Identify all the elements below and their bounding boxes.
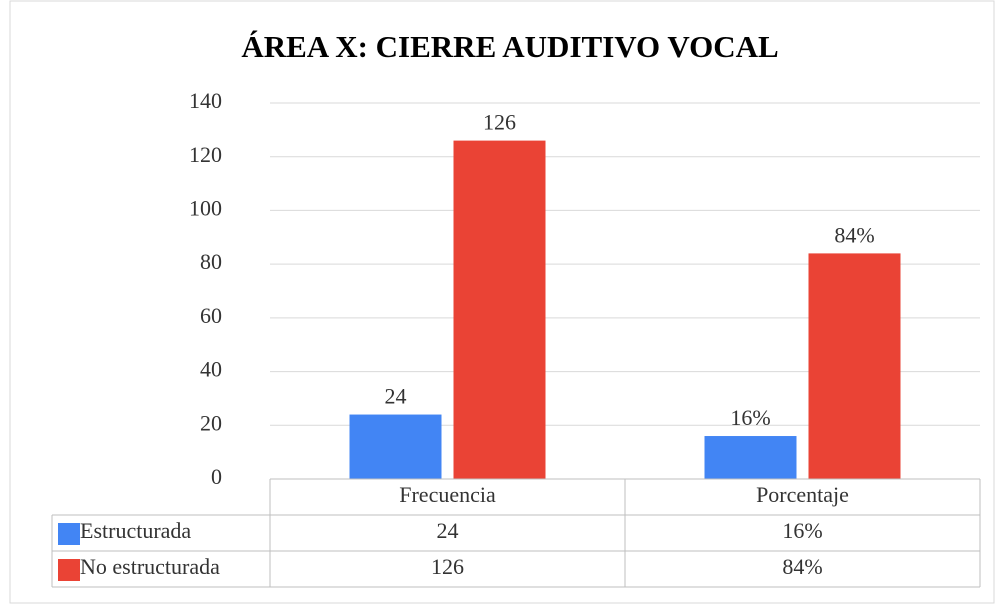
x-tick-label: Porcentaje: [756, 482, 849, 507]
y-tick-label: 100: [189, 195, 222, 220]
table-cell: 84%: [782, 554, 822, 579]
y-tick-label: 140: [189, 88, 222, 113]
y-tick-label: 80: [200, 249, 222, 274]
legend-swatch: [58, 523, 80, 545]
table-cell: 16%: [782, 518, 822, 543]
y-tick-label: 0: [211, 464, 222, 489]
bar: [349, 414, 442, 479]
data-label: 84%: [834, 222, 874, 247]
y-tick-label: 20: [200, 410, 222, 435]
data-label: 16%: [730, 405, 770, 430]
chart-title: ÁREA X: CIERRE AUDITIVO VOCAL: [241, 29, 778, 64]
y-tick-label: 60: [200, 303, 222, 328]
legend-label: No estructurada: [80, 554, 220, 579]
y-tick-label: 40: [200, 357, 222, 382]
x-tick-label: Frecuencia: [399, 482, 496, 507]
legend-swatch: [58, 559, 80, 581]
data-label: 24: [385, 384, 407, 409]
table-cell: 126: [431, 554, 464, 579]
y-tick-label: 120: [189, 142, 222, 167]
table-cell: 24: [437, 518, 459, 543]
bar: [704, 436, 797, 479]
bar: [808, 253, 901, 479]
bar: [453, 140, 546, 479]
data-label: 126: [483, 110, 516, 135]
legend-label: Estructurada: [80, 518, 191, 543]
